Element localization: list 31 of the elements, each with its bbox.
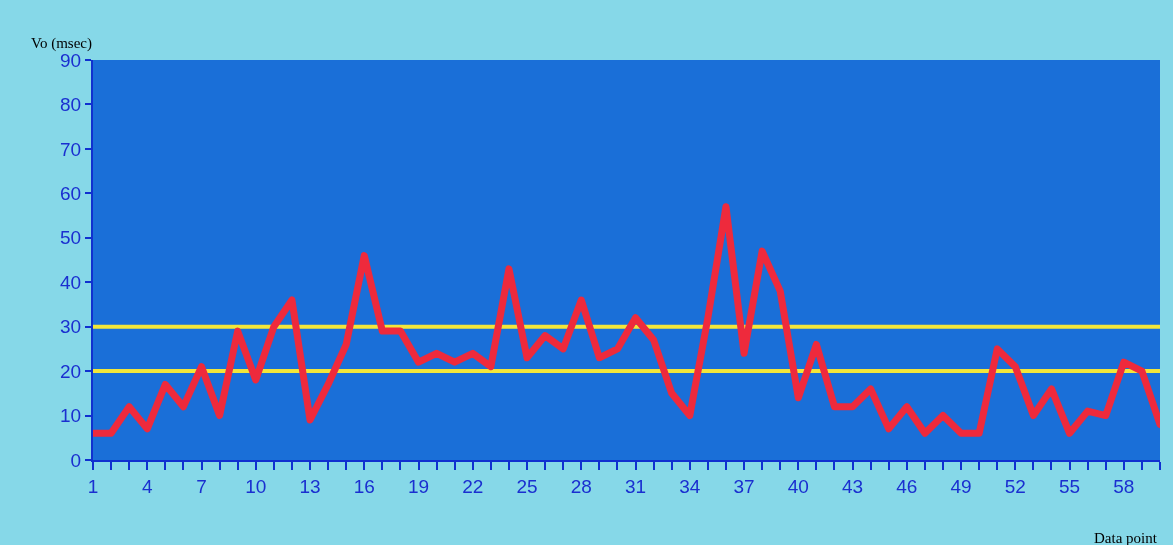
y-tick-label: 30	[60, 316, 82, 338]
y-tick-label: 40	[60, 271, 82, 293]
x-tick-label: 46	[896, 475, 918, 497]
x-tick-label: 22	[462, 475, 484, 497]
x-tick-label: 37	[733, 475, 755, 497]
x-tick-label: 16	[353, 475, 375, 497]
y-tick-label: 20	[60, 360, 82, 382]
y-tick-label: 70	[60, 138, 82, 160]
y-tick-label: 10	[60, 405, 82, 427]
x-tick-label: 4	[141, 475, 153, 497]
x-tick-label: 31	[624, 475, 647, 497]
x-tick-label: 49	[950, 475, 972, 497]
y-tick-label: 90	[60, 49, 82, 71]
x-tick-label: 40	[787, 475, 809, 497]
x-tick-label: 52	[1004, 475, 1026, 497]
x-tick-label: 1	[87, 475, 99, 497]
x-tick-label: 34	[679, 475, 701, 497]
x-tick-label: 58	[1113, 475, 1135, 497]
x-tick-label: 7	[196, 475, 207, 497]
y-tick-label: 60	[60, 182, 82, 204]
x-tick-label: 43	[841, 475, 864, 497]
x-tick-label: 55	[1059, 475, 1081, 497]
x-tick-label: 19	[407, 475, 430, 497]
x-tick-label: 13	[299, 475, 321, 497]
x-tick-label: 25	[516, 475, 538, 497]
y-tick-label: 50	[60, 227, 82, 249]
y-tick-label: 0	[70, 449, 82, 471]
x-tick-label: 28	[570, 475, 592, 497]
x-tick-label: 10	[245, 475, 267, 497]
y-axis-title: Vo (msec)	[31, 35, 92, 52]
y-tick-label: 80	[60, 94, 82, 116]
